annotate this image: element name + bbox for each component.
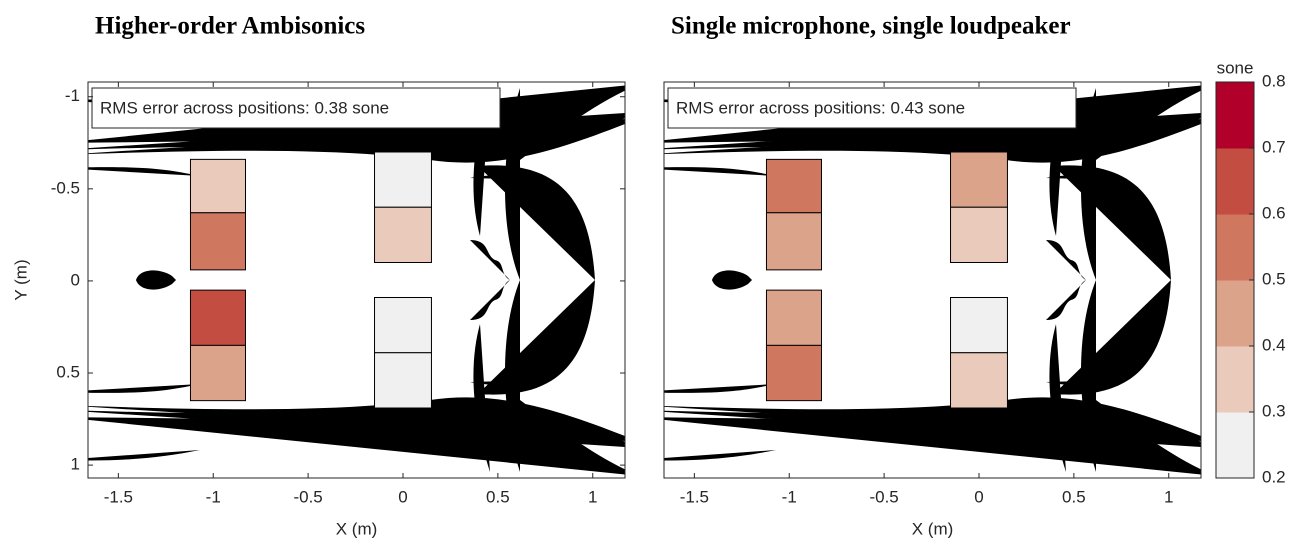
annotation: RMS error across positions: 0.43 sone <box>676 98 965 117</box>
x-tick-label: -0.5 <box>293 487 322 506</box>
x-tick-label: -1.5 <box>680 487 709 506</box>
cell <box>765 212 822 271</box>
colorbar-segment <box>1216 412 1254 479</box>
cell <box>189 212 246 271</box>
x-tick-label: 1 <box>1164 487 1173 506</box>
axes-box <box>663 81 1202 479</box>
cell <box>374 296 432 354</box>
colorbar-tick-label: 0.2 <box>1262 467 1286 486</box>
colorbar-segment <box>1216 148 1254 215</box>
colorbar-segment <box>1216 280 1254 347</box>
x-tick-label: -1.5 <box>104 487 133 506</box>
cell <box>765 289 822 346</box>
cell <box>765 344 822 402</box>
panel-title: Single microphone, single loudpeaker <box>671 13 1071 40</box>
colorbar-label: sone <box>1217 58 1254 77</box>
colorbar-tick-label: 0.3 <box>1262 401 1286 420</box>
cell <box>374 151 432 208</box>
cell <box>374 352 432 409</box>
cell <box>374 206 432 264</box>
panel-title: Higher-order Ambisonics <box>95 13 365 40</box>
axes-box <box>87 81 626 479</box>
cell <box>950 352 1008 409</box>
cell <box>189 344 246 402</box>
car-outline <box>636 84 1216 476</box>
x-axis-label: X (m) <box>912 519 954 538</box>
cell <box>950 206 1008 264</box>
colorbar-tick-label: 0.8 <box>1262 71 1286 90</box>
x-tick-label: 0 <box>398 487 407 506</box>
cell <box>950 296 1008 354</box>
cell <box>189 289 246 346</box>
cell <box>189 158 246 214</box>
x-tick-label: 1 <box>588 487 597 506</box>
annotation-box <box>91 87 501 129</box>
x-tick-label: 0.5 <box>1062 487 1086 506</box>
y-tick-label: 0.5 <box>56 362 80 381</box>
x-tick-label: 0.5 <box>486 487 510 506</box>
colorbar-tick-label: 0.4 <box>1262 335 1286 354</box>
y-tick-label: -0.5 <box>51 178 80 197</box>
x-tick-label: -1 <box>206 487 221 506</box>
colorbar-tick-label: 0.5 <box>1262 269 1286 288</box>
colorbar-segment <box>1216 214 1254 281</box>
annotation: RMS error across positions: 0.38 sone <box>100 98 389 117</box>
colorbar-tick-label: 0.7 <box>1262 137 1286 156</box>
annotation-box <box>667 87 1077 129</box>
y-tick-label: 1 <box>71 455 80 474</box>
cell <box>950 151 1008 208</box>
x-tick-label: 0 <box>974 487 983 506</box>
y-tick-label: 0 <box>71 270 80 289</box>
y-tick-label: -1 <box>65 86 80 105</box>
x-tick-label: -1 <box>782 487 797 506</box>
colorbar-segment <box>1216 346 1254 413</box>
car-outline <box>60 84 640 476</box>
colorbar-segment <box>1216 82 1254 149</box>
x-tick-label: -0.5 <box>869 487 898 506</box>
cell <box>765 158 822 214</box>
x-axis-label: X (m) <box>336 519 378 538</box>
colorbar-tick-label: 0.6 <box>1262 203 1286 222</box>
y-axis-label: Y (m) <box>11 259 30 300</box>
